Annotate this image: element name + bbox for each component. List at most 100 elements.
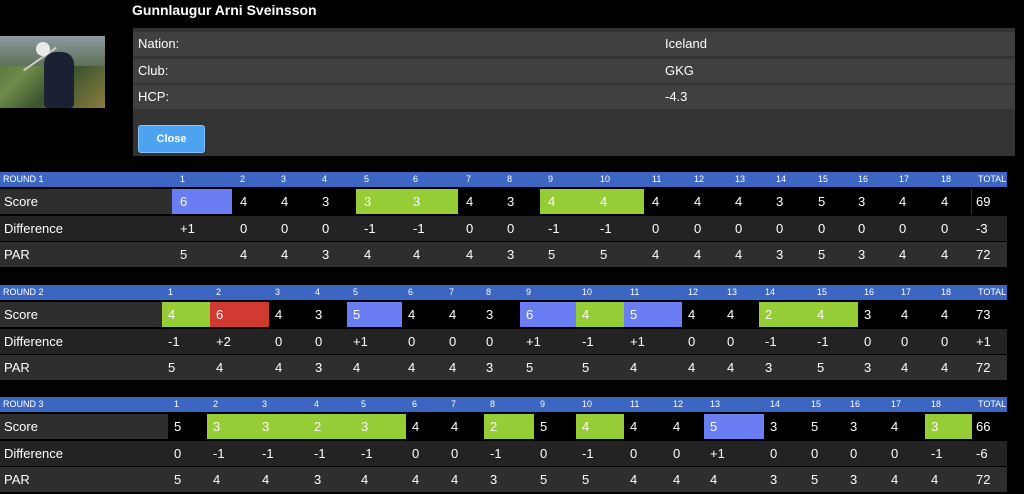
hole-value-cell: 0	[805, 441, 844, 466]
hole-value-cell: 0	[480, 329, 520, 354]
hole-value-cell: 3	[764, 467, 805, 492]
cell-value: 4	[735, 247, 743, 262]
cell-value: 4	[275, 307, 283, 322]
player-photo	[0, 36, 105, 108]
hole-score-cell: 5	[347, 302, 402, 327]
player-info-panel: Nation: Iceland Club: GKG HCP: -4.3 Clos…	[133, 28, 1015, 156]
row-label: PAR	[4, 247, 30, 262]
cell-value: 6	[216, 307, 224, 322]
row-label: PAR	[4, 360, 30, 375]
hole-score-cell: 4	[458, 189, 499, 214]
hole-value-cell: +1	[172, 216, 232, 241]
cell-value: 0	[451, 446, 459, 461]
hole-score-cell: 2	[759, 302, 811, 327]
hole-value-cell: -1	[925, 441, 973, 466]
cell-value: 4	[899, 247, 907, 262]
cell-value: 2	[490, 419, 498, 434]
cell-value: 4	[727, 307, 735, 322]
hole-value-cell: 4	[207, 467, 256, 492]
cell-value: 4	[931, 472, 939, 487]
cell-value: 4	[240, 194, 248, 209]
hole-value-cell: 4	[682, 355, 721, 380]
cell-value: 3	[315, 307, 323, 322]
hole-number: 16	[864, 287, 875, 297]
cell-value: +2	[216, 334, 231, 349]
cell-value: 0	[891, 446, 899, 461]
hole-value-cell: 4	[624, 355, 682, 380]
cell-value: 5	[818, 194, 826, 209]
hole-value-cell: 4	[933, 242, 971, 267]
hole-number: 14	[770, 399, 781, 409]
hole-number: 8	[507, 174, 513, 184]
cell-value: -1	[364, 221, 376, 236]
cell-value: 4	[466, 194, 474, 209]
hole-number: 2	[240, 174, 246, 184]
cell-value: 3	[490, 472, 498, 487]
cell-value: 3	[322, 194, 330, 209]
hole-value-cell: 3	[858, 355, 895, 380]
hole-score-cell: 2	[484, 414, 534, 439]
cell-value: 4	[466, 247, 474, 262]
nation-value: Iceland	[665, 36, 707, 51]
hole-value-cell: 0	[686, 216, 727, 241]
cell-value: -1	[582, 446, 594, 461]
row-label: PAR	[4, 472, 30, 487]
cell-value: 0	[412, 446, 420, 461]
cell-value: 4	[891, 472, 899, 487]
hole-score-cell: 3	[925, 414, 973, 439]
hole-score-cell: 6	[520, 302, 576, 327]
hole-score-cell: 4	[162, 302, 210, 327]
hole-value-cell: 0	[644, 216, 686, 241]
cell-value: 4	[412, 472, 420, 487]
cell-value: 4	[727, 360, 735, 375]
hole-score-cell: 3	[850, 189, 891, 214]
cell-value: 5	[526, 360, 534, 375]
cell-value: -1	[582, 334, 594, 349]
hole-value-cell: 4	[405, 242, 458, 267]
cell-value: 0	[673, 446, 681, 461]
club-value: GKG	[665, 63, 694, 78]
row-total-cell: 72	[972, 355, 1007, 380]
cell-value: 5	[582, 472, 590, 487]
row-total: 69	[976, 194, 991, 209]
cell-value: 3	[864, 307, 872, 322]
cell-value: 0	[776, 221, 784, 236]
hole-score-cell: 3	[256, 414, 308, 439]
cell-value: 0	[941, 221, 949, 236]
hole-score-cell: 4	[540, 189, 592, 214]
cell-value: 0	[941, 334, 949, 349]
hole-value-cell: +1	[347, 329, 402, 354]
hole-number: 8	[490, 399, 496, 409]
row-label: Difference	[4, 334, 64, 349]
hole-value-cell: 0	[727, 216, 768, 241]
close-button[interactable]: Close	[138, 125, 205, 153]
hole-value-cell: 5	[540, 242, 592, 267]
hole-number: 12	[694, 174, 705, 184]
club-label: Club:	[138, 63, 169, 78]
cell-value: 0	[281, 221, 289, 236]
hole-score-cell: 3	[405, 189, 458, 214]
hole-number: 12	[673, 399, 684, 409]
hole-number: 9	[540, 399, 546, 409]
row-label: Score	[4, 419, 38, 434]
cell-value: 4	[694, 194, 702, 209]
hole-number: 1	[174, 399, 180, 409]
hole-score-cell: 3	[309, 302, 347, 327]
hole-value-cell: 3	[844, 467, 885, 492]
hole-number: 17	[891, 399, 902, 409]
hole-value-cell: 5	[520, 355, 576, 380]
cell-value: 4	[901, 360, 909, 375]
cell-value: 3	[776, 194, 784, 209]
cell-value: 4	[899, 194, 907, 209]
total-header: TOTAL	[978, 399, 1007, 409]
hole-value-cell: -1	[162, 329, 210, 354]
hole-value-cell: 4	[256, 467, 308, 492]
hole-score-cell: 4	[402, 302, 443, 327]
cell-value: +1	[710, 446, 725, 461]
hole-value-cell: 4	[721, 355, 759, 380]
cell-value: 4	[941, 194, 949, 209]
hole-number: 1	[168, 287, 174, 297]
cell-value: 3	[765, 360, 773, 375]
hole-number: 10	[600, 174, 611, 184]
cell-value: 0	[449, 334, 457, 349]
